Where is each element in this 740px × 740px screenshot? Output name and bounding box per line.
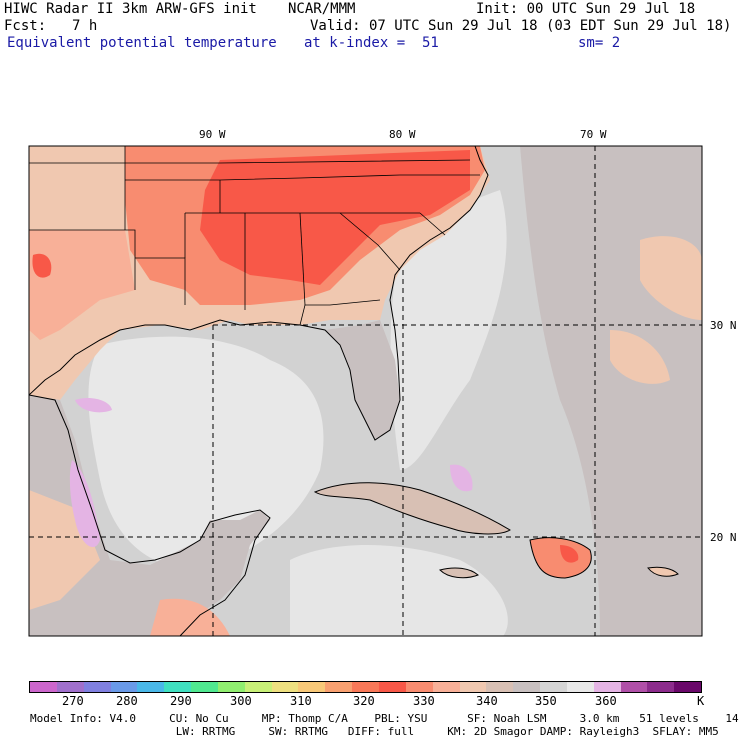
colorbar-swatch-2 (83, 682, 111, 692)
us-gulf-coastline (29, 146, 489, 441)
colorbar-swatch-9 (271, 682, 299, 692)
colorbar-swatch-17 (486, 682, 514, 692)
field-name: Equivalent potential temperature (7, 35, 277, 51)
colorbar-tick-360: 360 (595, 694, 617, 708)
colorbar-swatch-15 (432, 682, 460, 692)
model-info-line-2: LW: RRTMG SW: RRTMG DIFF: full KM: 2D Sm… (30, 725, 719, 738)
colorbar (29, 681, 702, 693)
hispaniola-land (530, 537, 592, 578)
model-info-line-1: Model Info: V4.0 CU: No Cu MP: Thomp C/A… (30, 712, 740, 725)
colorbar-swatch-7 (217, 682, 245, 692)
init-time: Init: 00 UTC Sun 29 Jul 18 (476, 1, 696, 17)
colorbar-swatch-14 (405, 682, 433, 692)
lat-label-30n: 30 N (710, 319, 737, 332)
level-index: at k-index = 51 (304, 35, 439, 51)
colorbar-swatch-20 (566, 682, 594, 692)
colorbar-tick-350: 350 (535, 694, 557, 708)
lilac-patch-gulf (75, 398, 112, 413)
colorbar-swatch-23 (647, 682, 675, 692)
smoothing-value: sm= 2 (578, 35, 621, 51)
colorbar-tick-280: 280 (116, 694, 138, 708)
colorbar-swatch-16 (459, 682, 487, 692)
puerto-rico-coastline (647, 566, 679, 577)
us-red-core (200, 150, 470, 285)
colorbar-swatch-18 (513, 682, 541, 692)
jamaica-coastline (439, 567, 479, 579)
colorbar-swatch-12 (352, 682, 379, 692)
forecast-hour: 7 h (72, 18, 98, 34)
model-center: NCAR/MMM (288, 1, 356, 17)
colorbar-swatch-5 (164, 682, 192, 692)
mexico-land (29, 395, 270, 636)
lon-label-80w: 80 W (389, 128, 416, 141)
colorbar-swatch-0 (30, 682, 57, 692)
colorbar-tick-290: 290 (170, 694, 192, 708)
ocean-light-patch-atlantic (390, 190, 507, 470)
colorbar-swatch-3 (110, 682, 138, 692)
colorbar-tick-270: 270 (62, 694, 84, 708)
lat-label-20n: 20 N (710, 531, 737, 544)
forecast-label: Fcst: (4, 18, 47, 34)
colorbar-swatch-1 (56, 682, 84, 692)
ocean-light-patch (88, 336, 324, 570)
plot-title: HIWC Radar II 3km ARW-GFS init (4, 1, 257, 17)
texas-warm-field (29, 230, 135, 340)
colorbar-swatch-10 (298, 682, 326, 692)
colorbar-tick-300: 300 (230, 694, 252, 708)
colorbar-tick-340: 340 (476, 694, 498, 708)
colorbar-swatch-24 (674, 682, 702, 692)
colorbar-swatch-22 (620, 682, 648, 692)
lon-label-70w: 70 W (580, 128, 607, 141)
colorbar-tick-320: 320 (353, 694, 375, 708)
hispaniola-red-core (560, 545, 579, 563)
lilac-patch-bahamas (450, 464, 473, 492)
map-frame (28, 145, 703, 637)
state-borders (29, 146, 480, 326)
hispaniola-coastline (529, 537, 592, 579)
cuba-land (315, 482, 510, 534)
colorbar-swatch-8 (244, 682, 272, 692)
colorbar-swatch-21 (593, 682, 621, 692)
colorbar-swatch-4 (137, 682, 165, 692)
mexico-coastline (29, 394, 271, 636)
colorbar-tick-330: 330 (413, 694, 435, 708)
atlantic-tan-patch (640, 236, 702, 320)
colorbar-swatch-13 (378, 682, 406, 692)
lilac-patch-mexico (69, 460, 100, 548)
colorbar-swatch-19 (540, 682, 567, 692)
colorbar-unit: K (697, 694, 705, 708)
colorbar-tick-310: 310 (290, 694, 312, 708)
colorbar-swatch-6 (191, 682, 218, 692)
grid-lines (29, 146, 702, 636)
florida-land (325, 320, 400, 440)
lon-label-90w: 90 W (199, 128, 226, 141)
colorbar-swatch-11 (325, 682, 353, 692)
texas-red-spot (32, 253, 52, 278)
valid-time: Valid: 07 UTC Sun 29 Jul 18 (03 EDT Sun … (310, 18, 732, 34)
atlantic-tan-patch-2 (610, 330, 670, 384)
central-america-warm (150, 598, 230, 636)
cuba-coastline (313, 482, 511, 535)
